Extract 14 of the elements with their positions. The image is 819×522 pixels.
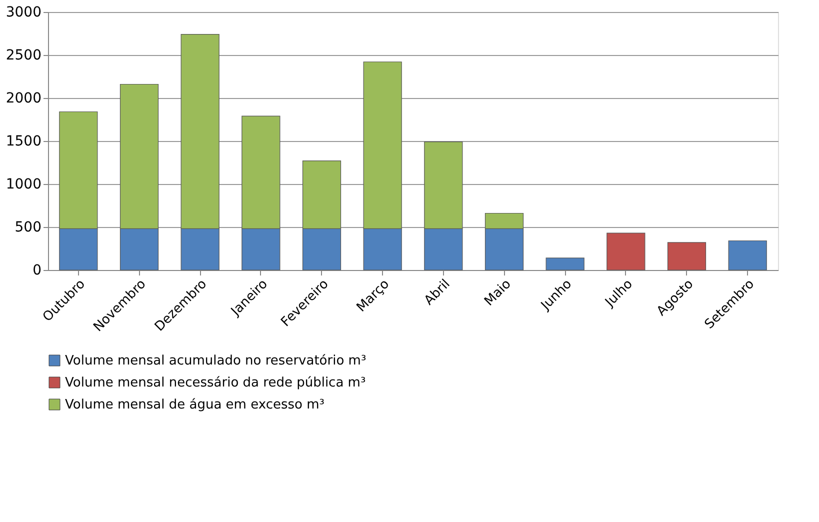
bar: [667, 242, 706, 270]
bar: [606, 232, 646, 270]
bar: [728, 240, 767, 270]
y-tick-label: 1500: [6, 134, 42, 150]
bar: [546, 258, 584, 270]
y-tick-label: 1000: [6, 176, 42, 192]
y-tick-label: 3000: [6, 4, 42, 20]
y-tick-label: 2000: [6, 90, 42, 106]
legend-label: Volume mensal necessário da rede pública m³: [65, 376, 366, 390]
y-tick-label: 500: [14, 220, 42, 236]
legend-label: Volume mensal acumulado no reservatório m³: [65, 354, 366, 368]
y-tick-label: 2500: [6, 48, 42, 64]
y-tick-label: 0: [32, 262, 42, 278]
legend-label: Volume mensal de água em excesso m³: [65, 398, 324, 412]
